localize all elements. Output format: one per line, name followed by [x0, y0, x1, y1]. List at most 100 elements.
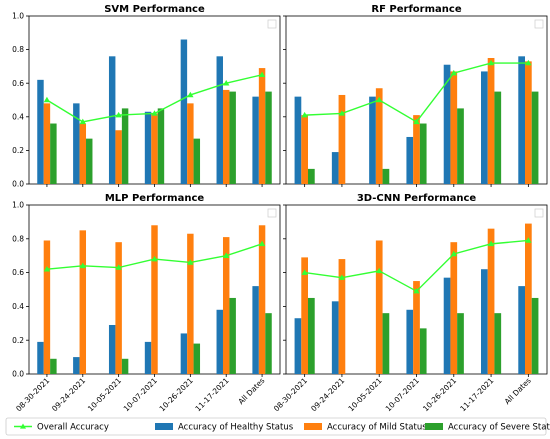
bar-accuracy-of-mild-status-4 — [151, 113, 158, 184]
bar-accuracy-of-healthy-status-3 — [369, 96, 376, 184]
bar-accuracy-of-healthy-status-1 — [37, 79, 44, 184]
legend-frame — [5, 417, 547, 436]
y-tick-label: 1.0 — [12, 201, 24, 210]
overall-accuracy-marker-2 — [79, 118, 86, 125]
y-tick-label: 0.6 — [12, 79, 24, 88]
bar-accuracy-of-mild-status-5 — [450, 242, 458, 374]
y-tick-label: 1.0 — [12, 12, 24, 21]
bar-accuracy-of-severe-status-6 — [229, 91, 236, 184]
bar-accuracy-of-severe-status-5 — [193, 138, 201, 184]
bar-accuracy-of-mild-status-1 — [301, 115, 308, 184]
overall-accuracy-marker-1 — [301, 269, 308, 275]
empty-legend-box — [534, 208, 544, 218]
bar-accuracy-of-severe-status-3 — [382, 313, 390, 374]
bar-accuracy-of-severe-status-6 — [494, 313, 502, 374]
bar-accuracy-of-mild-status-4 — [413, 115, 420, 184]
empty-legend-box — [267, 208, 277, 218]
overall-accuracy-marker-6 — [487, 59, 495, 66]
y-tick-label: 0.4 — [12, 302, 24, 311]
bar-accuracy-of-mild-status-5 — [187, 103, 194, 184]
bar-accuracy-of-severe-status-5 — [457, 313, 464, 374]
legend: Overall Accuracy Accuracy of Healthy Stat… — [5, 417, 550, 436]
bar-accuracy-of-healthy-status-5 — [180, 39, 188, 184]
bar-accuracy-of-mild-status-7 — [258, 225, 266, 374]
overall-accuracy-marker-6 — [487, 240, 495, 247]
legend-label: Accuracy of Severe Status — [448, 423, 550, 433]
x-tick-label: All Dates — [503, 376, 533, 406]
bar-accuracy-of-mild-status-1 — [301, 257, 308, 374]
panel-title: 3D-CNN Performance — [357, 193, 477, 204]
bar-accuracy-of-severe-status-1 — [50, 123, 57, 184]
x-tick-label: 11-17-2021 — [193, 376, 230, 413]
bar-accuracy-of-mild-status-2 — [338, 259, 346, 374]
x-tick-label: 11-17-2021 — [458, 376, 495, 413]
bar-accuracy-of-mild-status-6 — [487, 228, 495, 374]
bar-accuracy-of-severe-status-6 — [229, 297, 236, 374]
bar-accuracy-of-severe-status-1 — [50, 358, 57, 374]
bar-accuracy-of-severe-status-7 — [265, 91, 272, 184]
bar-accuracy-of-severe-status-3 — [121, 108, 129, 184]
panel-title: MLP Performance — [105, 193, 205, 204]
bar-accuracy-of-mild-status-3 — [375, 240, 383, 374]
x-tick-label: 10-07-2021 — [122, 376, 159, 413]
bar-accuracy-of-healthy-status-4 — [144, 111, 152, 184]
bar-accuracy-of-severe-status-6 — [494, 91, 502, 184]
bar-accuracy-of-healthy-status-2 — [331, 301, 339, 374]
bar-accuracy-of-severe-status-4 — [157, 108, 165, 184]
bar-accuracy-of-severe-status-5 — [457, 108, 464, 184]
x-tick-label: 10-05-2021 — [86, 376, 123, 413]
x-tick-label: 10-26-2021 — [421, 376, 458, 413]
panel-title: SVM Performance — [104, 4, 205, 15]
bar-accuracy-of-severe-status-4 — [419, 123, 427, 184]
x-tick-label: 09-24-2021 — [50, 376, 87, 413]
y-tick-label: 0.4 — [12, 112, 24, 121]
bar-accuracy-of-healthy-status-3 — [108, 56, 116, 184]
bar-accuracy-of-healthy-status-6 — [216, 309, 223, 374]
legend-label: Accuracy of Healthy Status — [178, 423, 294, 433]
overall-accuracy-marker-2 — [338, 110, 346, 116]
y-tick-label: 0.8 — [12, 234, 24, 243]
bar-accuracy-of-mild-status-5 — [187, 233, 194, 374]
bar-accuracy-of-severe-status-1 — [307, 297, 315, 374]
bar-accuracy-of-healthy-status-7 — [252, 96, 259, 184]
bar-accuracy-of-healthy-status-2 — [73, 357, 80, 374]
bar-accuracy-of-severe-status-4 — [419, 328, 427, 374]
bar-accuracy-of-mild-status-4 — [413, 281, 420, 374]
overall-accuracy-marker-2 — [79, 262, 86, 269]
bar-accuracy-of-mild-status-3 — [115, 130, 122, 184]
y-tick-label: 0.8 — [12, 45, 24, 54]
overall-accuracy-marker-3 — [376, 267, 383, 274]
bar-accuracy-of-healthy-status-3 — [108, 324, 116, 374]
bar-accuracy-of-healthy-status-5 — [443, 64, 451, 184]
panel-1: SVM Performance 0.0 0.2 0.4 0.6 0.8 1.0 — [12, 4, 281, 189]
bar-accuracy-of-healthy-status-4 — [406, 309, 414, 374]
overall-accuracy-marker-5 — [450, 69, 457, 76]
bar-accuracy-of-severe-status-3 — [382, 168, 390, 184]
x-tick-label: All Dates — [236, 376, 266, 406]
bar-accuracy-of-mild-status-2 — [338, 94, 346, 184]
empty-legend-box — [534, 19, 544, 29]
overall-accuracy-marker-4 — [413, 118, 420, 125]
bar-accuracy-of-severe-status-1 — [307, 168, 315, 184]
y-tick-label: 0.0 — [12, 370, 24, 379]
overall-accuracy-marker-5 — [450, 250, 457, 257]
overall-accuracy-marker-7 — [258, 240, 266, 247]
x-tick-label: 08-30-2021 — [14, 376, 51, 413]
x-tick-label: 09-24-2021 — [309, 376, 346, 413]
bar-accuracy-of-healthy-status-6 — [481, 269, 488, 374]
x-tick-label: 10-07-2021 — [384, 376, 421, 413]
x-tick-label: 10-26-2021 — [158, 376, 195, 413]
legend-label: Overall Accuracy — [37, 423, 109, 433]
y-tick-label: 0.6 — [12, 268, 24, 277]
legend-bar-swatch — [155, 423, 173, 430]
overall-accuracy-marker-3 — [115, 111, 122, 118]
bar-accuracy-of-healthy-status-5 — [180, 333, 188, 374]
overall-accuracy-marker-7 — [258, 71, 266, 78]
bar-accuracy-of-mild-status-6 — [487, 58, 495, 184]
bar-accuracy-of-healthy-status-6 — [216, 56, 223, 184]
overall-accuracy-marker-6 — [223, 252, 230, 258]
overall-accuracy-marker-2 — [338, 274, 346, 280]
overall-accuracy-marker-4 — [151, 110, 158, 116]
